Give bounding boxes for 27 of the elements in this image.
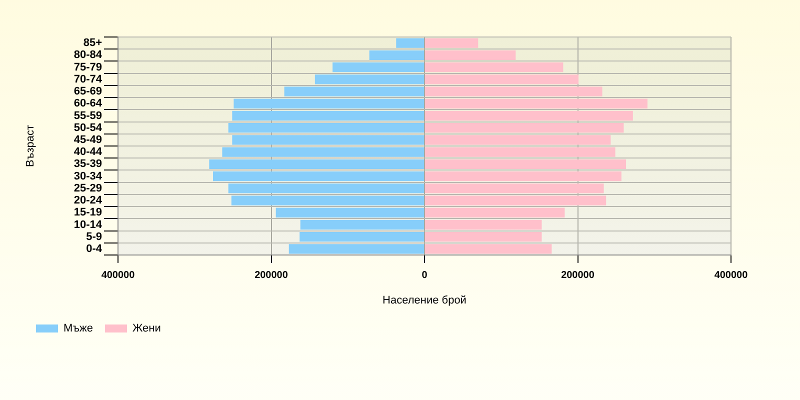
y-tick-label: 0-4 — [86, 242, 103, 255]
legend-label: Жени — [132, 322, 161, 335]
y-tick-label: 45-49 — [74, 134, 102, 146]
y-tick-label: 70-74 — [74, 73, 103, 86]
y-tick-label: 40-44 — [74, 146, 103, 158]
y-tick-label: 35-39 — [74, 158, 102, 170]
y-tick-label: 20-24 — [74, 194, 103, 207]
y-tick-label: 55-59 — [74, 110, 102, 122]
y-tick-label: 25-29 — [74, 182, 102, 194]
y-tick-label: 75-79 — [74, 61, 102, 74]
legend-label: Мъже — [64, 322, 94, 335]
x-tick-label: 200000 — [561, 270, 595, 281]
y-axis-title: Възраст — [24, 124, 37, 168]
y-tick-label: 10-14 — [74, 218, 103, 231]
y-tick-label: 65-69 — [74, 86, 102, 98]
x-tick-label: 400000 — [714, 270, 748, 281]
x-axis-title: Население брой — [382, 294, 466, 306]
y-tick-label: 50-54 — [74, 122, 103, 134]
x-tick-label: 200000 — [254, 270, 288, 281]
y-tick-label: 30-34 — [74, 170, 103, 182]
x-tick-label: 0 — [422, 270, 428, 281]
y-tick-label: 85+ — [83, 37, 102, 50]
y-tick-label: 80-84 — [74, 49, 103, 62]
y-tick-label: 5-9 — [86, 230, 102, 243]
y-tick-label: 60-64 — [74, 98, 103, 110]
y-tick-label: 15-19 — [74, 206, 102, 219]
x-tick-label: 400000 — [101, 270, 136, 281]
